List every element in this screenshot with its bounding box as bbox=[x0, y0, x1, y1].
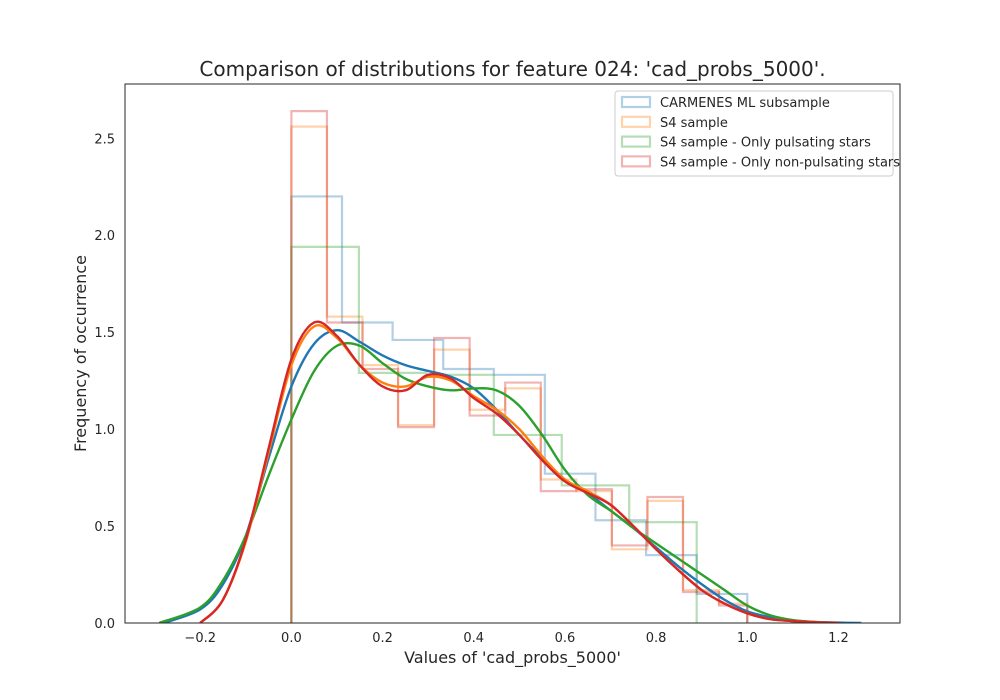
y-tick-label: 0.0 bbox=[94, 617, 115, 632]
legend-swatch bbox=[620, 135, 652, 148]
histogram-outline bbox=[290, 125, 749, 623]
y-tick-label: 1.5 bbox=[94, 326, 115, 341]
legend-box bbox=[614, 90, 894, 177]
x-tick-label: 0.4 bbox=[463, 631, 484, 646]
legend-label: S4 sample - Only pulsating stars bbox=[660, 136, 871, 151]
histogram-0 bbox=[290, 195, 749, 623]
y-axis-label: Frequency of occurrence bbox=[71, 255, 90, 452]
legend: CARMENES ML subsample S4 sample S4 sample … bbox=[614, 90, 900, 177]
histogram-outline bbox=[290, 245, 698, 623]
x-tick-label: −0.2 bbox=[184, 631, 216, 646]
legend-label: S4 sample bbox=[660, 116, 728, 131]
legend-label: CARMENES ML subsample bbox=[660, 96, 830, 111]
y-axis: 0.0 0.5 1.0 1.5 2.0 2.5 bbox=[94, 132, 115, 632]
chart-title: Comparison of distributions for feature … bbox=[199, 57, 825, 81]
kde-line-3 bbox=[199, 320, 839, 623]
x-axis: −0.2 0.0 0.2 0.4 0.6 0.8 1.0 1.2 bbox=[184, 631, 848, 646]
x-axis-label: Values of 'cad_probs_5000' bbox=[404, 648, 621, 668]
x-tick-label: 1.2 bbox=[828, 631, 849, 646]
kde-line-2 bbox=[158, 341, 839, 623]
histogram-outline bbox=[290, 195, 749, 623]
x-tick-label: 0.8 bbox=[646, 631, 667, 646]
legend-swatch bbox=[620, 95, 652, 109]
x-tick-label: 1.0 bbox=[737, 631, 758, 646]
x-tick-label: 0.2 bbox=[372, 631, 393, 646]
legend-label: S4 sample - Only non-pulsating stars bbox=[660, 155, 900, 170]
plot-frame bbox=[124, 83, 901, 624]
histogram-1 bbox=[290, 125, 749, 623]
y-tick-label: 2.5 bbox=[94, 132, 115, 147]
x-tick-label: 0.0 bbox=[281, 631, 302, 646]
legend-swatch bbox=[620, 155, 652, 168]
y-tick-label: 0.5 bbox=[94, 520, 115, 535]
histogram-2 bbox=[290, 245, 698, 623]
y-tick-label: 2.0 bbox=[94, 229, 115, 244]
legend-swatch bbox=[620, 115, 652, 128]
y-tick-label: 1.0 bbox=[94, 423, 115, 438]
x-tick-label: 0.6 bbox=[555, 631, 576, 646]
kde-line-1 bbox=[199, 324, 839, 623]
